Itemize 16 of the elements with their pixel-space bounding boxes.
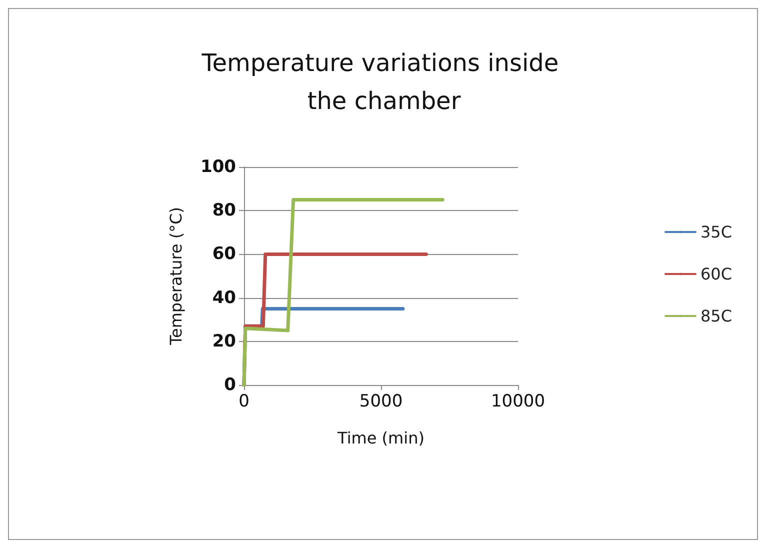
legend-label: 35C [700, 222, 732, 242]
line-series [242, 198, 444, 387]
y-tick-label: 60 [212, 244, 236, 264]
x-tick-label: 10000 [490, 392, 546, 412]
y-tick-label: 40 [212, 288, 236, 308]
x-tick-label: 0 [238, 392, 250, 412]
y-tick-label: 20 [212, 331, 236, 352]
chart-title: Temperature variations inside the chamber [200, 49, 566, 115]
y-axis-title: Temperature (°C) [166, 206, 186, 346]
legend-label: 60C [700, 264, 732, 284]
y-tick-label: 0 [224, 375, 236, 395]
y-tick-label: 100 [200, 157, 236, 177]
y-tick-label: 80 [212, 200, 236, 221]
x-axis-title: Time (min) [336, 428, 424, 448]
x-tick-label: 5000 [359, 392, 403, 412]
legend-label: 85C [700, 306, 732, 326]
